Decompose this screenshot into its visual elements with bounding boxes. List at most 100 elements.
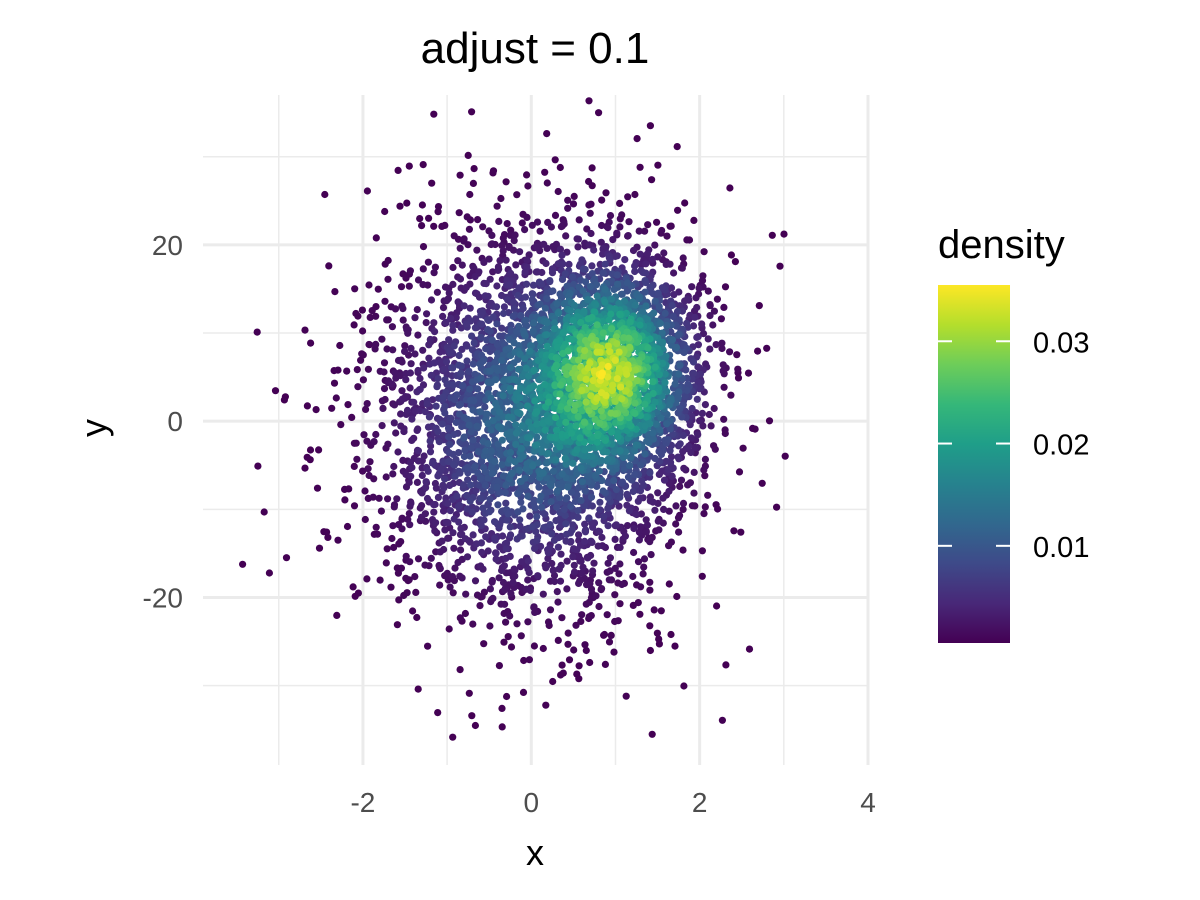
data-point — [449, 529, 457, 537]
data-point — [470, 474, 478, 482]
data-point — [457, 524, 465, 533]
data-point — [436, 581, 444, 589]
data-point — [575, 216, 583, 224]
data-point — [776, 262, 784, 270]
data-point — [559, 329, 568, 337]
data-point — [451, 564, 459, 572]
data-point — [573, 670, 581, 678]
data-point — [333, 611, 341, 620]
data-point — [448, 573, 457, 581]
data-point — [534, 356, 542, 365]
data-point — [592, 592, 600, 600]
data-point — [726, 348, 734, 356]
data-point — [563, 282, 571, 290]
data-point — [503, 516, 511, 524]
data-point — [573, 235, 581, 243]
data-point — [634, 599, 642, 607]
data-point — [567, 422, 575, 431]
data-point — [596, 348, 604, 356]
data-point — [704, 287, 712, 295]
data-point — [539, 469, 547, 477]
data-point — [378, 422, 386, 430]
data-point — [578, 611, 586, 619]
data-point — [689, 322, 698, 330]
data-point — [606, 255, 614, 264]
data-point — [254, 462, 262, 470]
data-point — [570, 646, 578, 654]
data-point — [579, 265, 588, 273]
data-point — [469, 620, 477, 628]
data-point — [466, 497, 474, 505]
data-point — [455, 401, 463, 409]
data-point — [421, 408, 429, 416]
data-point — [446, 507, 454, 515]
data-point — [629, 487, 637, 496]
data-point — [422, 319, 430, 327]
data-point — [424, 467, 432, 475]
data-point — [622, 692, 630, 700]
data-point — [457, 284, 465, 292]
data-point — [345, 485, 353, 493]
data-point — [564, 363, 572, 371]
data-point — [581, 520, 589, 528]
data-point — [721, 429, 729, 438]
data-point — [372, 312, 380, 320]
data-point — [363, 575, 371, 583]
data-point — [466, 190, 474, 199]
data-point — [271, 387, 280, 395]
data-point — [552, 361, 561, 369]
data-point — [623, 501, 631, 509]
data-point — [580, 352, 588, 360]
data-point — [626, 461, 634, 470]
data-point — [469, 436, 477, 444]
data-point — [406, 267, 414, 275]
data-point — [449, 263, 457, 272]
data-point — [368, 307, 376, 315]
data-point — [437, 465, 445, 474]
data-point — [425, 413, 433, 421]
data-point — [344, 401, 352, 409]
data-point — [636, 321, 644, 329]
data-point — [575, 531, 583, 539]
data-point — [577, 464, 585, 472]
data-point — [487, 447, 495, 455]
data-point — [419, 161, 427, 169]
data-point — [605, 638, 614, 646]
data-point — [388, 323, 396, 331]
data-point — [434, 493, 442, 501]
data-point — [343, 367, 351, 375]
data-point — [552, 240, 561, 248]
data-point — [455, 351, 463, 360]
data-point — [414, 685, 422, 693]
data-point — [423, 400, 431, 408]
data-point — [416, 215, 424, 223]
data-point — [780, 230, 788, 238]
data-point — [641, 450, 649, 458]
data-point — [507, 428, 515, 436]
data-point — [518, 532, 526, 540]
data-point — [493, 320, 501, 328]
data-point — [509, 579, 517, 587]
data-point — [533, 536, 541, 545]
data-point — [518, 558, 526, 566]
data-point — [495, 574, 503, 582]
data-point — [649, 389, 657, 398]
data-point — [558, 251, 566, 259]
data-point — [439, 481, 447, 489]
data-point — [466, 452, 474, 460]
data-point — [683, 386, 691, 395]
data-point — [420, 364, 428, 372]
data-point — [504, 296, 512, 304]
data-point — [509, 298, 518, 306]
data-point — [398, 515, 406, 523]
data-point — [461, 446, 469, 454]
data-point — [457, 369, 465, 377]
data-point — [616, 543, 624, 552]
data-point — [665, 401, 673, 409]
data-point — [620, 465, 629, 473]
data-point — [718, 716, 727, 724]
data-point — [458, 574, 466, 582]
data-point — [519, 505, 527, 513]
data-point — [499, 578, 508, 587]
data-point — [501, 600, 509, 608]
